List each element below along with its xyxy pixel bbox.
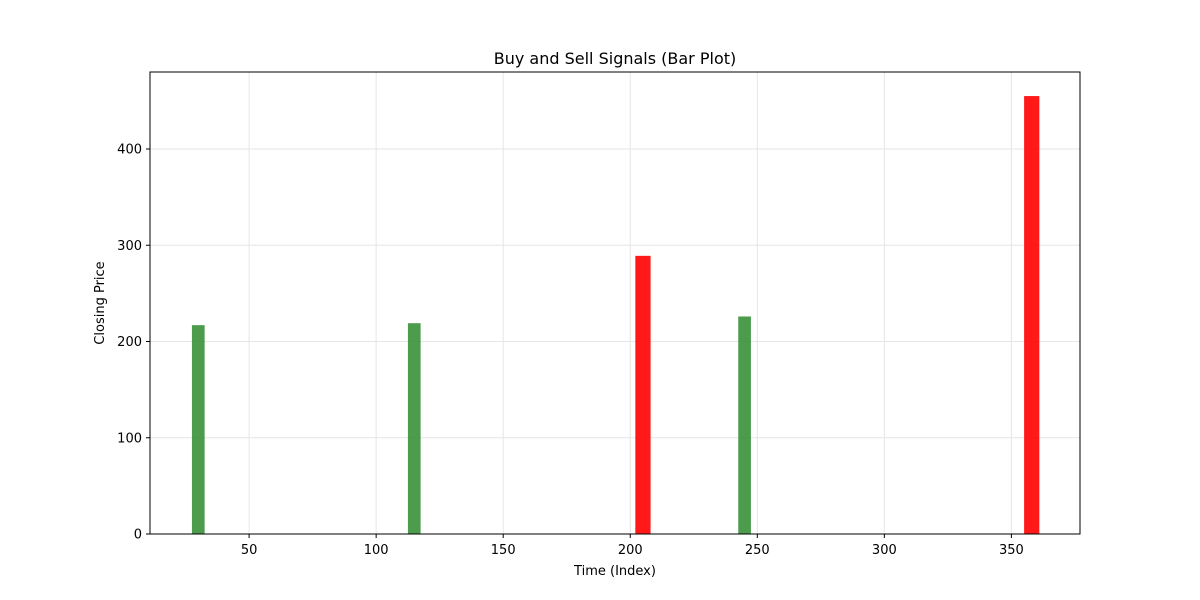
x-axis-ticks: 50 100 150 200 250 300 350 <box>241 534 1024 558</box>
y-tick-label: 100 <box>117 431 142 446</box>
plot-frame <box>149 71 1081 535</box>
x-tick-label: 200 <box>618 543 643 558</box>
bar <box>191 325 205 534</box>
y-tick-label: 200 <box>117 335 142 350</box>
y-tick-label: 300 <box>117 239 142 254</box>
bar <box>407 323 421 534</box>
x-tick-label: 100 <box>364 543 389 558</box>
bar <box>1024 96 1040 534</box>
x-tick-label: 150 <box>491 543 516 558</box>
x-axis-label: Time (Index) <box>573 564 656 579</box>
chart-title: Buy and Sell Signals (Bar Plot) <box>494 49 737 68</box>
y-tick-label: 400 <box>117 143 142 158</box>
x-tick-label: 300 <box>872 543 897 558</box>
bar <box>738 316 751 534</box>
grid <box>150 72 1080 535</box>
x-tick-label: 250 <box>745 543 770 558</box>
x-tick-label: 50 <box>241 543 258 558</box>
y-axis-label: Closing Price <box>93 261 108 344</box>
x-tick-label: 350 <box>999 543 1024 558</box>
bars <box>191 96 1040 534</box>
y-axis-ticks: 0 100 200 300 400 <box>117 143 150 543</box>
y-tick-label: 0 <box>134 528 142 543</box>
bar <box>635 255 651 534</box>
